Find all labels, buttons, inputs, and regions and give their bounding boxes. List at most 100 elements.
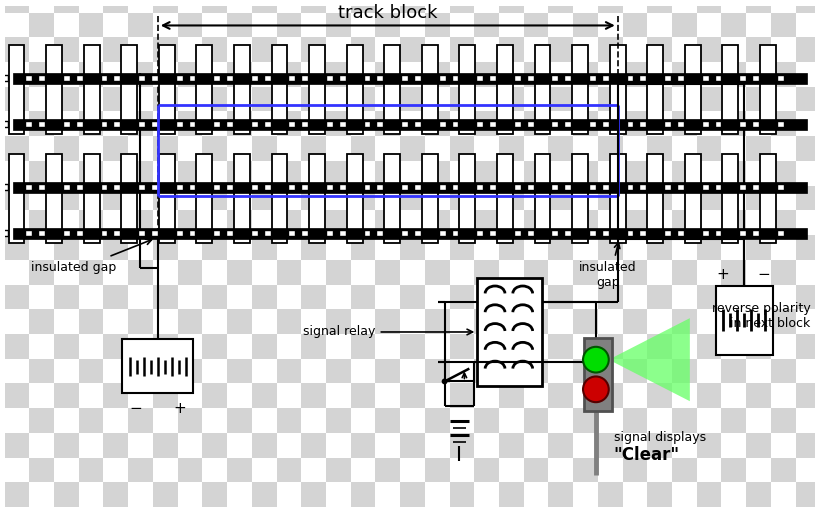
- Bar: [745, 13, 770, 38]
- Bar: [496, 154, 512, 243]
- Bar: [178, 309, 202, 334]
- Bar: [770, 62, 794, 87]
- Bar: [400, 136, 424, 161]
- Bar: [646, 62, 672, 87]
- Bar: [794, 309, 819, 334]
- Bar: [138, 121, 145, 127]
- Bar: [202, 87, 227, 112]
- Bar: [588, 184, 595, 190]
- Bar: [438, 184, 445, 190]
- Bar: [572, 482, 597, 507]
- Bar: [438, 121, 445, 127]
- Bar: [25, 230, 32, 236]
- Bar: [227, 62, 251, 87]
- Bar: [476, 75, 482, 81]
- Bar: [79, 186, 103, 210]
- Bar: [745, 210, 770, 235]
- Bar: [770, 136, 794, 161]
- Bar: [424, 260, 449, 284]
- Bar: [583, 338, 611, 411]
- Bar: [276, 13, 301, 38]
- Bar: [346, 154, 362, 243]
- Bar: [326, 186, 351, 210]
- Bar: [523, 433, 548, 457]
- Bar: [54, 186, 79, 210]
- Bar: [276, 87, 301, 112]
- Bar: [251, 309, 276, 334]
- Bar: [794, 210, 819, 235]
- Bar: [326, 136, 351, 161]
- Bar: [473, 112, 499, 136]
- Bar: [622, 0, 646, 13]
- Bar: [601, 230, 608, 236]
- Bar: [326, 433, 351, 457]
- Bar: [276, 235, 301, 260]
- Bar: [38, 75, 45, 81]
- Bar: [646, 136, 672, 161]
- Bar: [770, 358, 794, 383]
- Bar: [375, 186, 400, 210]
- Bar: [197, 45, 212, 134]
- Bar: [54, 260, 79, 284]
- Bar: [226, 184, 233, 190]
- Bar: [400, 230, 408, 236]
- Bar: [739, 121, 745, 127]
- Bar: [526, 75, 533, 81]
- Bar: [301, 235, 326, 260]
- Bar: [601, 121, 608, 127]
- Bar: [499, 62, 523, 87]
- Bar: [473, 235, 499, 260]
- Bar: [639, 230, 645, 236]
- Bar: [523, 408, 548, 433]
- Bar: [745, 0, 770, 13]
- Bar: [338, 184, 346, 190]
- Bar: [473, 0, 499, 13]
- Bar: [548, 87, 572, 112]
- Bar: [572, 186, 597, 210]
- Bar: [178, 383, 202, 408]
- Bar: [103, 0, 128, 13]
- Bar: [288, 184, 295, 190]
- Bar: [233, 45, 250, 134]
- Bar: [400, 408, 424, 433]
- Bar: [622, 62, 646, 87]
- Bar: [449, 383, 473, 408]
- Bar: [794, 62, 819, 87]
- Bar: [151, 230, 158, 236]
- Bar: [622, 260, 646, 284]
- Bar: [424, 408, 449, 433]
- Bar: [745, 186, 770, 210]
- Bar: [188, 121, 195, 127]
- Bar: [326, 75, 333, 81]
- Bar: [473, 482, 499, 507]
- Bar: [424, 161, 449, 186]
- Bar: [473, 433, 499, 457]
- Bar: [548, 0, 572, 13]
- Bar: [400, 38, 424, 62]
- Bar: [646, 186, 672, 210]
- Bar: [672, 13, 696, 38]
- Bar: [1, 230, 7, 236]
- Bar: [721, 260, 745, 284]
- Bar: [202, 235, 227, 260]
- Bar: [609, 154, 625, 243]
- Bar: [103, 62, 128, 87]
- Bar: [646, 408, 672, 433]
- Bar: [548, 38, 572, 62]
- Bar: [776, 121, 783, 127]
- Bar: [770, 210, 794, 235]
- Bar: [151, 121, 158, 127]
- Bar: [202, 112, 227, 136]
- Bar: [202, 358, 227, 383]
- Bar: [523, 358, 548, 383]
- Bar: [178, 62, 202, 87]
- Bar: [609, 45, 625, 134]
- Bar: [496, 45, 512, 134]
- Text: −: −: [129, 401, 143, 416]
- Bar: [770, 334, 794, 358]
- Bar: [646, 482, 672, 507]
- Bar: [152, 284, 178, 309]
- Bar: [449, 186, 473, 210]
- Bar: [597, 0, 622, 13]
- Bar: [523, 383, 548, 408]
